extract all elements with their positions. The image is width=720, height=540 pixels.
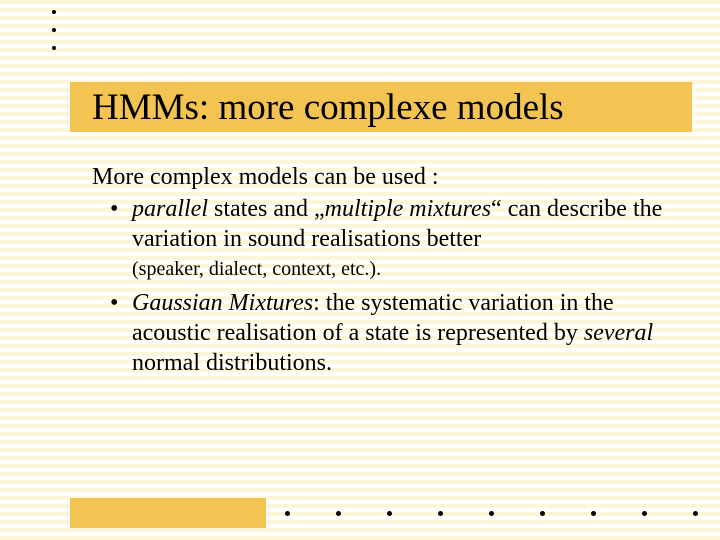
bullet-italic-1: Gaussian Mixtures: [132, 290, 313, 316]
dot-icon: [387, 511, 392, 516]
title-bar: HMMs: more complexe models: [70, 82, 692, 132]
dot-icon: [52, 28, 56, 32]
bullet-subnote: (speaker, dialect, context, etc.).: [132, 256, 686, 282]
dot-icon: [489, 511, 494, 516]
dot-icon: [540, 511, 545, 516]
bullet-italic-1: parallel: [132, 196, 208, 222]
dot-icon: [642, 511, 647, 516]
dot-icon: [52, 46, 56, 50]
slide-body: More complex models can be used : parall…: [92, 162, 686, 382]
intro-text: More complex models can be used :: [92, 162, 686, 192]
dot-icon: [52, 10, 56, 14]
dot-icon: [693, 511, 698, 516]
list-item: Gaussian Mixtures: the systematic variat…: [110, 288, 686, 378]
bullet-list: parallel states and „multiple mixtures“ …: [92, 194, 686, 378]
bullet-italic-2: several: [584, 320, 653, 346]
bullet-text: normal distributions.: [132, 350, 332, 376]
bullet-italic-2: multiple mixtures: [325, 196, 491, 222]
decoration-bottom-dots: [285, 511, 698, 516]
bullet-text: states and „: [208, 196, 325, 222]
dot-icon: [285, 511, 290, 516]
dot-icon: [438, 511, 443, 516]
decoration-top-dots: [52, 10, 56, 50]
dot-icon: [591, 511, 596, 516]
dot-icon: [336, 511, 341, 516]
decoration-bottom-bar: [70, 498, 266, 528]
slide-title: HMMs: more complexe models: [92, 86, 564, 129]
list-item: parallel states and „multiple mixtures“ …: [110, 194, 686, 282]
